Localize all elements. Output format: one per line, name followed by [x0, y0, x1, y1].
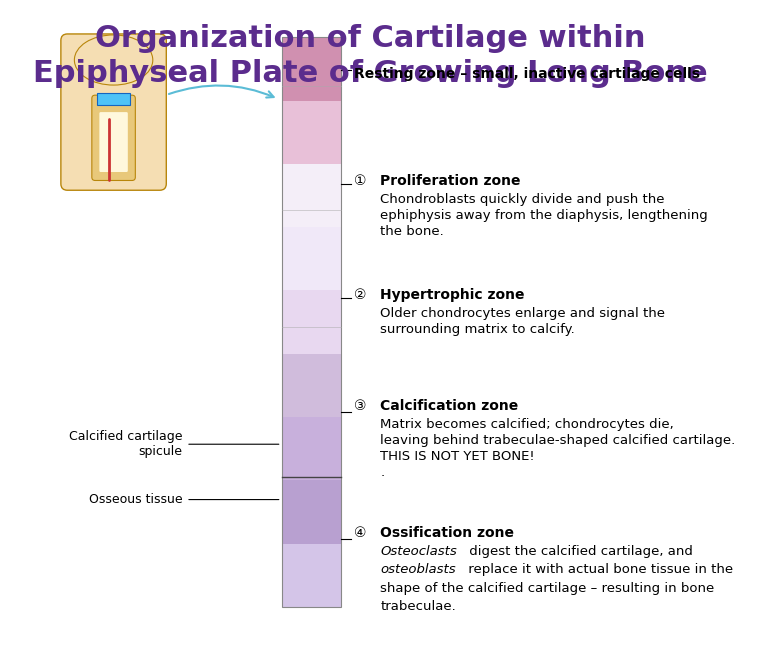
Text: Older chondrocytes enlarge and signal the
surrounding matrix to calcify.: Older chondrocytes enlarge and signal th… — [380, 307, 665, 336]
Text: Organization of Cartilage within
Epiphyseal Plate of Growing Long Bone: Organization of Cartilage within Epiphys… — [33, 24, 708, 88]
Text: osteoblasts: osteoblasts — [380, 563, 456, 576]
Text: Hypertrophic zone: Hypertrophic zone — [380, 288, 525, 302]
Text: replace it with actual bone tissue in the: replace it with actual bone tissue in th… — [464, 563, 733, 576]
Text: Osteoclasts: Osteoclasts — [380, 545, 457, 558]
Text: Osseous tissue: Osseous tissue — [89, 493, 183, 506]
Bar — [282, 101, 341, 164]
Bar — [282, 543, 341, 607]
Text: ①: ① — [354, 174, 376, 188]
Text: shape of the calcified cartilage – resulting in bone: shape of the calcified cartilage – resul… — [380, 581, 715, 594]
Ellipse shape — [74, 35, 153, 85]
Bar — [282, 481, 341, 543]
Text: Ossification zone: Ossification zone — [380, 526, 515, 540]
Text: Resting zone – small, inactive cartilage cells: Resting zone – small, inactive cartilage… — [354, 67, 700, 80]
Text: ③: ③ — [354, 399, 376, 413]
FancyBboxPatch shape — [92, 95, 135, 181]
Text: digest the calcified cartilage, and: digest the calcified cartilage, and — [465, 545, 694, 558]
Bar — [282, 290, 341, 354]
Text: ②: ② — [354, 288, 376, 302]
Text: Proliferation zone: Proliferation zone — [380, 174, 521, 188]
Bar — [282, 354, 341, 417]
Bar — [282, 417, 341, 481]
Text: Matrix becomes calcified; chondrocytes die,
leaving behind trabeculae-shaped cal: Matrix becomes calcified; chondrocytes d… — [380, 418, 736, 479]
Bar — [97, 94, 131, 105]
FancyBboxPatch shape — [61, 34, 167, 190]
Text: trabeculae.: trabeculae. — [380, 600, 456, 613]
Text: ④: ④ — [354, 526, 376, 540]
Bar — [282, 37, 341, 607]
Bar — [282, 227, 341, 290]
FancyBboxPatch shape — [99, 112, 127, 172]
Text: Calcified cartilage
spicule: Calcified cartilage spicule — [69, 430, 183, 458]
Bar — [282, 37, 341, 101]
Bar — [282, 164, 341, 227]
Text: Chondroblasts quickly divide and push the
ephiphysis away from the diaphysis, le: Chondroblasts quickly divide and push th… — [380, 194, 708, 239]
Text: Calcification zone: Calcification zone — [380, 399, 518, 413]
